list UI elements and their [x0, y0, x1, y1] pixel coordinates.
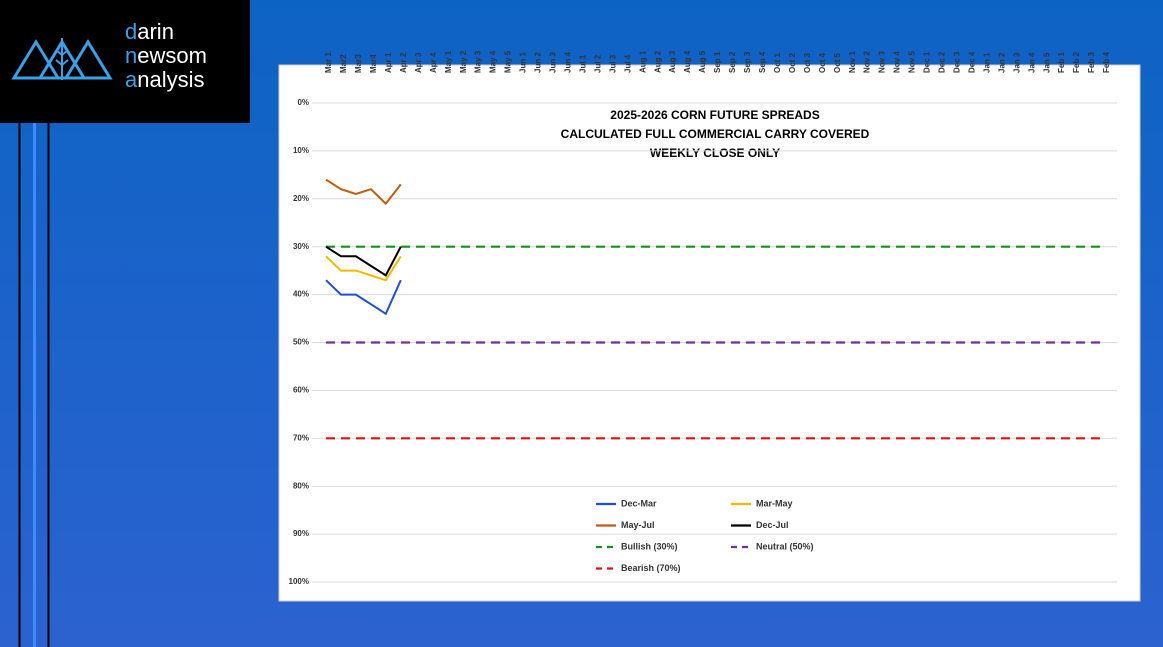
- x-tick-label: Aug 2: [653, 50, 662, 73]
- y-tick-label: 80%: [293, 481, 309, 490]
- x-tick-label: Aug 5: [698, 50, 707, 73]
- x-tick-label: Dec 1: [923, 51, 932, 73]
- x-tick-label: Jul 1: [578, 54, 587, 73]
- x-tick-label: Nov 5: [908, 51, 917, 73]
- y-tick-label: 30%: [293, 242, 309, 251]
- x-tick-label: Jun 3: [549, 52, 558, 73]
- logo-rest: nalysis: [137, 67, 204, 92]
- x-tick-label: Nov 1: [848, 51, 857, 73]
- legend-label: Bullish (30%): [621, 541, 678, 551]
- logo-mark: [11, 38, 113, 80]
- y-tick-label: 50%: [293, 338, 309, 347]
- legend-label: Bearish (70%): [621, 563, 681, 573]
- x-tick-label: May 3: [474, 50, 483, 73]
- y-tick-label: 100%: [289, 577, 309, 586]
- chart-panel: [278, 64, 1141, 602]
- x-tick-label: Mar 1: [324, 52, 333, 73]
- x-tick-label: Sep 4: [758, 51, 767, 73]
- logo-line: newsom: [125, 43, 207, 68]
- series-line: [325, 245, 402, 277]
- y-tick-label: 0%: [297, 98, 309, 107]
- x-tick-label: Oct 2: [788, 52, 797, 73]
- y-tick-label: 90%: [293, 529, 309, 538]
- x-tick-label: Apr 2: [399, 52, 408, 73]
- y-tick-label: 70%: [293, 433, 309, 442]
- x-tick-label: Oct 3: [803, 52, 812, 73]
- chart: 2025-2026 CORN FUTURE SPREADS CALCULATED …: [289, 50, 1117, 586]
- x-tick-label: Aug 3: [668, 50, 677, 73]
- chart-title: CALCULATED FULL COMMERCIAL CARRY COVERED: [561, 127, 870, 141]
- x-tick-label: Jan 5: [1042, 52, 1051, 73]
- x-tick-label: Apr 3: [414, 52, 423, 73]
- x-tick-label: Jun 2: [534, 52, 543, 73]
- x-tick-label: Sep 3: [743, 51, 752, 73]
- logo-line: analysis: [125, 67, 205, 92]
- legend-label: Dec-Mar: [621, 498, 657, 508]
- logo-accent: n: [125, 43, 137, 68]
- series-line: [325, 279, 402, 316]
- x-tick-label: Jan 2: [997, 52, 1006, 73]
- x-tick-label: Oct 5: [833, 52, 842, 73]
- logo-rest: ewsom: [137, 43, 207, 68]
- x-tick-label: Aug 4: [683, 50, 692, 73]
- x-tick-label: Jun 1: [519, 52, 528, 73]
- x-tick-label: Jan 4: [1027, 52, 1036, 73]
- x-tick-label: Mar3: [354, 54, 363, 73]
- x-tick-label: Aug 1: [638, 50, 647, 73]
- legend-label: Dec-Jul: [756, 520, 789, 530]
- x-tick-label: May 5: [504, 50, 513, 73]
- x-tick-label: Apr 1: [384, 52, 393, 73]
- legend-label: May-Jul: [621, 520, 655, 530]
- x-tick-label: Oct 4: [818, 52, 827, 73]
- x-tick-label: Nov 4: [893, 51, 902, 73]
- y-tick-label: 10%: [293, 146, 309, 155]
- legend-label: Neutral (50%): [756, 541, 814, 551]
- x-tick-label: Dec 4: [967, 51, 976, 73]
- x-tick-label: Jan 1: [982, 52, 991, 73]
- x-tick-label: Jul 2: [593, 54, 602, 73]
- logo-accent: d: [125, 19, 137, 44]
- x-tick-label: Feb 4: [1102, 52, 1111, 73]
- x-tick-label: Nov 3: [878, 51, 887, 73]
- x-tick-label: Oct 1: [773, 52, 782, 73]
- chart-title: 2025-2026 CORN FUTURE SPREADS: [610, 108, 819, 122]
- x-tick-label: Feb 1: [1057, 52, 1066, 73]
- x-tick-label: Feb 2: [1072, 52, 1081, 73]
- x-tick-label: Sep 1: [713, 51, 722, 73]
- series-line: [325, 255, 402, 282]
- x-tick-label: Jun 4: [563, 52, 572, 73]
- x-tick-label: Nov 2: [863, 51, 872, 73]
- logo-box: [0, 0, 250, 123]
- y-tick-label: 60%: [293, 386, 309, 395]
- x-tick-label: Dec 3: [952, 51, 961, 73]
- x-tick-label: Mar4: [369, 54, 378, 73]
- x-tick-label: Jan 3: [1012, 52, 1021, 73]
- x-tick-label: Feb 3: [1087, 52, 1096, 73]
- series-line: [325, 178, 402, 206]
- x-tick-label: May 1: [444, 50, 453, 73]
- x-tick-label: Jul 3: [608, 54, 617, 73]
- chart-title: WEEKLY CLOSE ONLY: [650, 146, 780, 160]
- x-tick-label: Apr 4: [429, 52, 438, 73]
- legend-label: Mar-May: [756, 498, 793, 508]
- x-tick-label: May 4: [489, 50, 498, 73]
- x-tick-label: Mar2: [339, 54, 348, 73]
- logo-line: darin: [125, 19, 174, 44]
- x-tick-label: Sep 2: [728, 51, 737, 73]
- x-tick-label: Jul 4: [623, 54, 632, 73]
- y-tick-label: 40%: [293, 290, 309, 299]
- logo-rest: arin: [137, 19, 174, 44]
- y-tick-label: 20%: [293, 194, 309, 203]
- x-tick-label: May 2: [459, 50, 468, 73]
- x-tick-label: Dec 2: [938, 51, 947, 73]
- logo-accent: a: [125, 67, 138, 92]
